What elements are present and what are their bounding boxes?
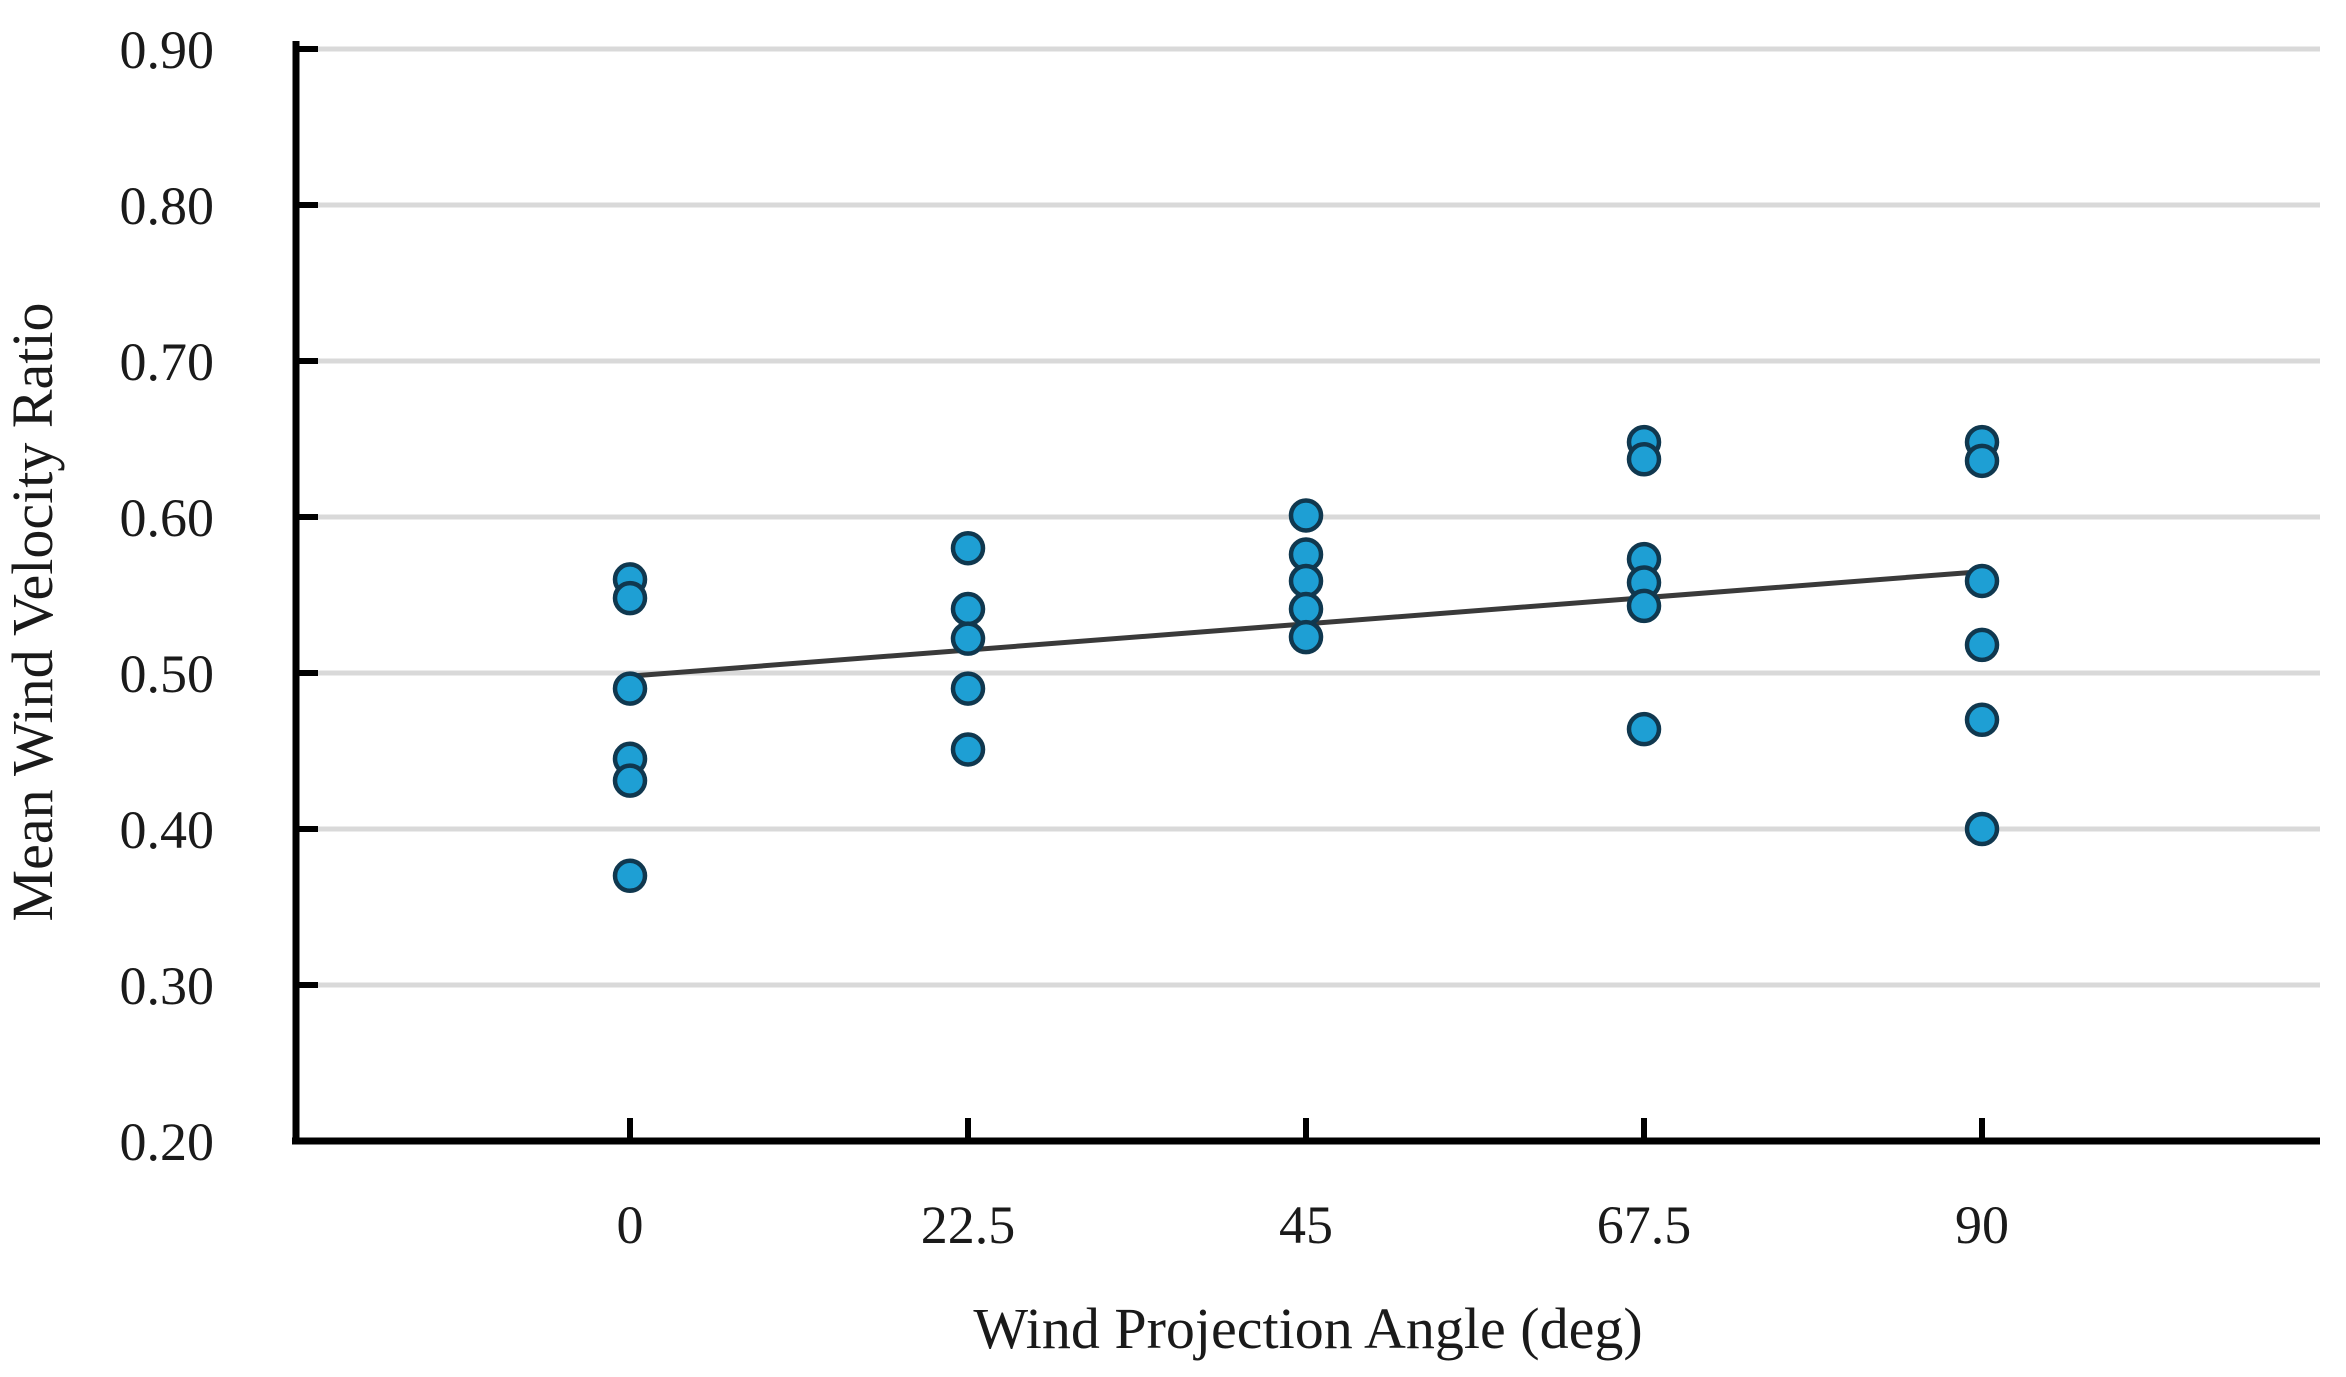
data-point bbox=[1626, 442, 1662, 477]
data-point bbox=[612, 858, 648, 894]
y-tick-label: 0.90 bbox=[120, 20, 215, 80]
y-tick-label: 0.40 bbox=[120, 800, 215, 860]
data-point bbox=[1964, 443, 2000, 479]
data-point bbox=[950, 530, 986, 566]
data-point bbox=[1964, 702, 2000, 738]
data-point bbox=[1964, 563, 2000, 599]
x-axis-title: Wind Projection Angle (deg) bbox=[973, 1296, 1642, 1361]
x-axis-tick-labels: 0 22.5 45 67.5 90 bbox=[617, 1195, 2010, 1255]
y-tick-label: 0.80 bbox=[120, 176, 215, 236]
y-tick-label: 0.30 bbox=[120, 956, 215, 1016]
data-point bbox=[1288, 591, 1324, 627]
data-point bbox=[950, 621, 986, 656]
y-axis-tick-labels: 0.20 0.30 0.40 0.50 0.60 0.70 0.80 0.90 bbox=[120, 20, 215, 1172]
data-point bbox=[1964, 627, 2000, 663]
y-tick-label: 0.50 bbox=[120, 644, 215, 704]
data-point bbox=[1288, 563, 1324, 599]
x-tick-label: 90 bbox=[1955, 1195, 2009, 1255]
data-point bbox=[950, 591, 986, 627]
data-point bbox=[1964, 811, 2000, 847]
data-point bbox=[612, 580, 648, 616]
data-point bbox=[1626, 588, 1662, 624]
data-points bbox=[612, 424, 2000, 894]
data-point bbox=[950, 671, 986, 706]
y-axis-title: Mean Wind Velocity Ratio bbox=[0, 303, 65, 922]
data-point bbox=[1626, 711, 1662, 747]
data-point bbox=[1288, 498, 1324, 533]
data-point bbox=[612, 671, 648, 706]
x-tick-label: 22.5 bbox=[921, 1195, 1016, 1255]
data-point bbox=[1288, 619, 1324, 655]
x-tick-label: 67.5 bbox=[1597, 1195, 1692, 1255]
data-point bbox=[612, 763, 648, 798]
y-axis-ticks bbox=[296, 46, 318, 1144]
y-tick-label: 0.60 bbox=[120, 488, 215, 548]
y-tick-label: 0.20 bbox=[120, 1112, 215, 1172]
y-tick-label: 0.70 bbox=[120, 332, 215, 392]
x-axis-ticks bbox=[627, 1118, 1985, 1141]
x-tick-label: 45 bbox=[1279, 1195, 1333, 1255]
x-tick-label: 0 bbox=[617, 1195, 644, 1255]
data-point bbox=[950, 732, 986, 767]
